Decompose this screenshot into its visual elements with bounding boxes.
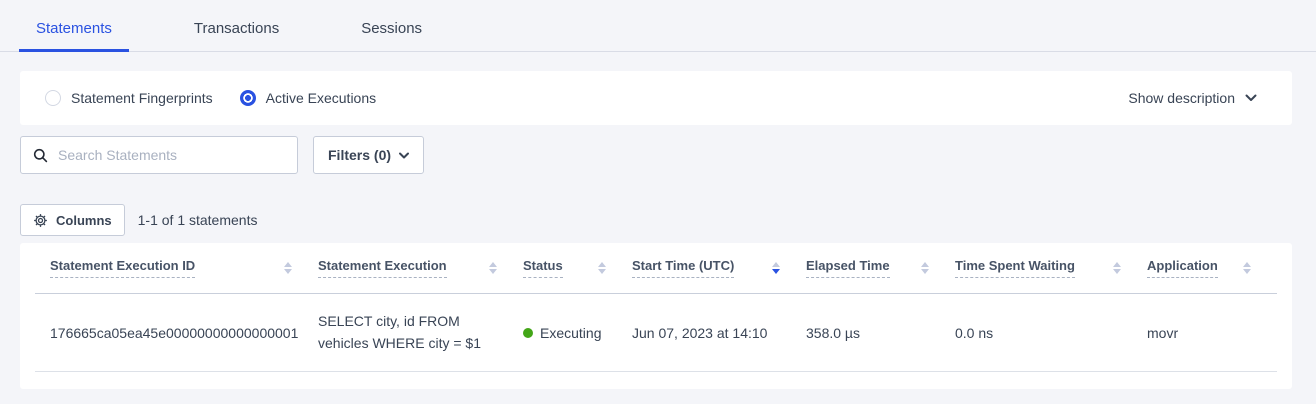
search-box[interactable]	[20, 136, 298, 174]
tab-bar: Statements Transactions Sessions	[0, 0, 1316, 52]
search-icon	[33, 148, 48, 163]
tab-statements[interactable]: Statements	[19, 6, 129, 52]
sort-icon-active-desc[interactable]	[772, 262, 780, 274]
tab-sessions[interactable]: Sessions	[361, 20, 423, 37]
columns-button[interactable]: Columns	[20, 204, 125, 236]
chevron-down-icon	[1245, 94, 1257, 102]
view-mode-radio-group: Statement Fingerprints Active Executions	[45, 90, 376, 106]
results-count: 1-1 of 1 statements	[137, 212, 258, 228]
radio-statement-fingerprints[interactable]: Statement Fingerprints	[45, 90, 213, 106]
cell-status: Executing	[523, 325, 632, 341]
show-description-label: Show description	[1128, 90, 1235, 106]
sort-icon[interactable]	[1243, 262, 1251, 274]
statements-table-card: Statement Execution ID Statement Executi…	[20, 243, 1292, 389]
cell-elapsed-time: 358.0 µs	[806, 324, 860, 341]
column-header-elapsed-time[interactable]: Elapsed Time	[806, 258, 955, 278]
sort-icon[interactable]	[1113, 262, 1121, 274]
radio-selected-icon[interactable]	[239, 90, 256, 106]
columns-button-label: Columns	[56, 212, 112, 228]
view-options-card: Statement Fingerprints Active Executions…	[20, 71, 1292, 125]
sort-icon[interactable]	[921, 262, 929, 274]
column-header-time-spent-waiting[interactable]: Time Spent Waiting	[955, 258, 1147, 278]
sort-icon[interactable]	[598, 262, 606, 274]
cell-start-time: Jun 07, 2023 at 14:10	[632, 324, 768, 341]
executing-status-dot-icon	[523, 327, 533, 338]
radio-unselected-icon[interactable]	[45, 90, 61, 106]
status-label: Executing	[540, 324, 602, 341]
column-header-statement-execution-id[interactable]: Statement Execution ID	[35, 258, 318, 278]
cell-time-spent-waiting: 0.0 ns	[955, 324, 994, 341]
show-description-toggle[interactable]: Show description	[1128, 90, 1257, 106]
table-controls-row: Columns 1-1 of 1 statements	[20, 204, 1316, 236]
radio-active-executions[interactable]: Active Executions	[239, 90, 377, 106]
column-header-statement-execution[interactable]: Statement Execution	[318, 258, 523, 278]
table-row: 176665ca05ea45e00000000000000001 SELECT …	[35, 294, 1277, 372]
gear-icon	[33, 213, 48, 228]
column-header-start-time[interactable]: Start Time (UTC)	[632, 258, 806, 278]
sort-icon[interactable]	[284, 262, 292, 274]
sort-icon[interactable]	[489, 262, 497, 274]
cell-application: movr	[1147, 324, 1179, 341]
chevron-down-icon	[399, 152, 410, 159]
filters-button[interactable]: Filters (0)	[313, 136, 425, 174]
radio-statement-fingerprints-label: Statement Fingerprints	[71, 90, 213, 106]
search-toolbar: Filters (0)	[20, 136, 1316, 174]
tab-transactions[interactable]: Transactions	[193, 20, 280, 37]
search-input[interactable]	[58, 147, 285, 163]
table-header-row: Statement Execution ID Statement Executi…	[35, 243, 1277, 294]
radio-active-executions-label: Active Executions	[265, 90, 377, 106]
filters-button-label: Filters (0)	[328, 147, 392, 163]
cell-statement-execution-id: 176665ca05ea45e00000000000000001	[50, 324, 299, 341]
cell-statement-execution[interactable]: SELECT city, id FROM vehicles WHERE city…	[318, 312, 481, 351]
column-header-application[interactable]: Application	[1147, 258, 1277, 278]
column-header-status[interactable]: Status	[523, 258, 632, 278]
